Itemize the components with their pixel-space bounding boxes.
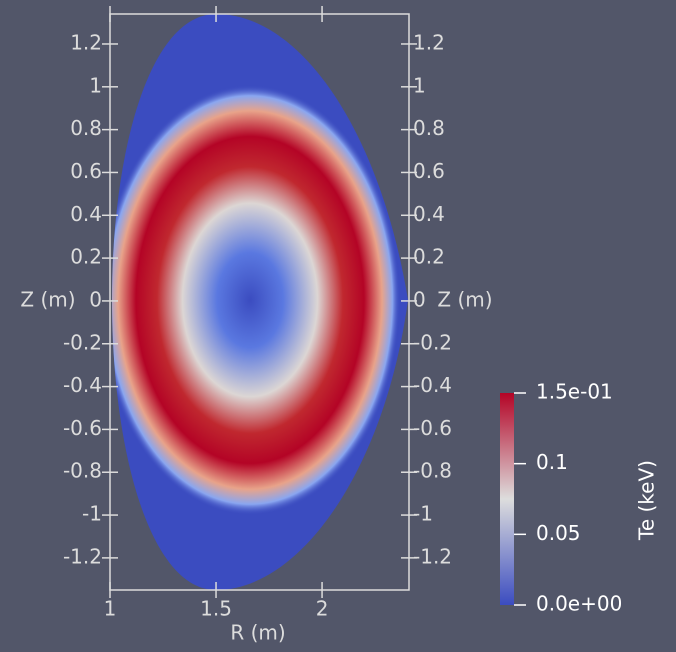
y-tick-label: 1 [89,73,102,97]
x-tick-label: 2 [316,597,329,621]
x-axis-label: R (m) [230,621,285,645]
y-tick-label: -0.2 [63,330,102,354]
y-tick-label-right: 0 [413,287,426,311]
colorbar-tick-label: 1.5e-01 [536,380,613,404]
y-tick-label: 0 [89,287,102,311]
plasma-field [112,14,408,590]
y-tick-label-right: -1 [413,502,433,526]
y-axis-label: Z (m) [20,288,75,312]
y-tick-label-right: -1.2 [413,544,452,568]
y-tick-label-right: -0.6 [413,416,452,440]
y-tick-label: 0.4 [70,202,102,226]
x-tick-label: 1.5 [200,597,232,621]
colorbar: Te (keV) 1.5e-01 0.1 0.05 0.0e+00 [500,380,659,616]
temperature-field [112,85,400,515]
y-tick-label-right: 0.4 [413,202,445,226]
y-tick-label-right: 0.6 [413,159,445,183]
y-tick-label: 0.2 [70,245,102,269]
x-tick-label: 1 [104,597,117,621]
colorbar-tick-label: 0.1 [536,450,568,474]
colorbar-scale [500,393,514,605]
y-axis-label-right: Z (m) [437,288,492,312]
y-tick-label-right: 1.2 [413,30,445,54]
y-tick-label-right: 0.8 [413,116,445,140]
y-tick-label: 1.2 [70,30,102,54]
axes-box [109,13,410,591]
y-tick-label: -1.2 [63,544,102,568]
y-tick-label: -1 [82,502,102,526]
y-tick-label-right: 0.2 [413,245,445,269]
y-tick-label-right: -0.4 [413,373,452,397]
y-tick-label: -0.4 [63,373,102,397]
y-tick-label: 0.8 [70,116,102,140]
colorbar-tick-label: 0.0e+00 [536,592,622,616]
y-tick-label-right: 1 [413,73,426,97]
colorbar-title: Te (keV) [635,460,659,541]
y-tick-label: -0.8 [63,459,102,483]
y-tick-label: -0.6 [63,416,102,440]
y-tick-label-right: -0.2 [413,330,452,354]
colorbar-tick-label: 0.05 [536,521,581,545]
y-tick-label-right: -0.8 [413,459,452,483]
y-tick-label: 0.6 [70,159,102,183]
